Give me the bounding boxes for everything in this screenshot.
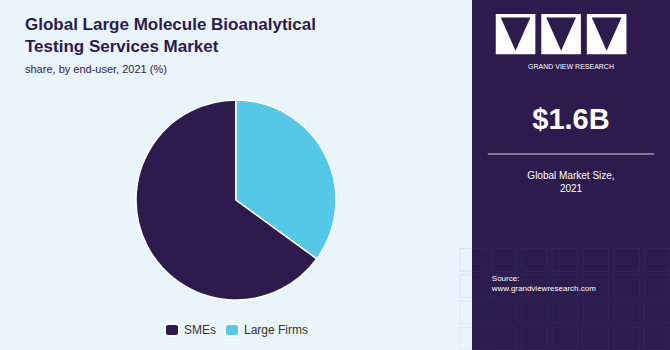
svg-text:www.grandviewresearch.com: www.grandviewresearch.com [491, 284, 596, 293]
svg-text:Large Firms: Large Firms [244, 323, 308, 337]
svg-text:2021: 2021 [560, 183, 583, 194]
svg-text:Source:: Source: [492, 274, 520, 283]
svg-text:SMEs: SMEs [184, 323, 216, 337]
svg-text:Testing Services Market: Testing Services Market [25, 37, 219, 56]
svg-text:GRAND VIEW RESEARCH: GRAND VIEW RESEARCH [528, 63, 614, 70]
svg-text:Global Market Size,: Global Market Size, [527, 170, 614, 181]
svg-text:share, by end-user, 2021 (%): share, by end-user, 2021 (%) [25, 63, 167, 75]
svg-text:Global Large Molecule Bioanaly: Global Large Molecule Bioanalytical [25, 15, 316, 34]
svg-text:$1.6B: $1.6B [532, 103, 609, 135]
